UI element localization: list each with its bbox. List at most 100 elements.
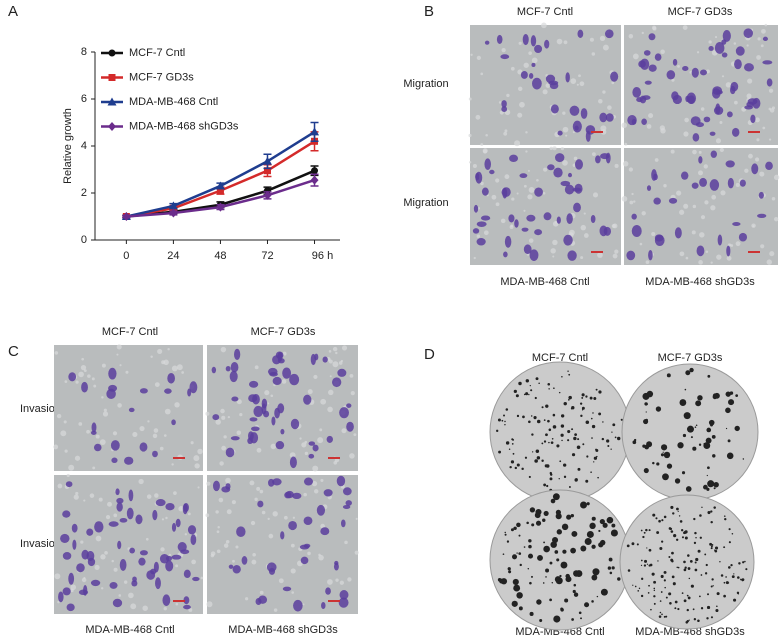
cell [129,547,136,554]
colony [744,560,746,563]
colony [593,456,598,460]
cell [116,497,124,504]
texture [355,517,358,520]
texture [259,489,264,494]
texture [64,380,68,383]
colony [703,484,708,490]
colony [560,607,564,611]
texture [157,348,163,355]
colony [608,557,613,562]
texture [335,351,338,355]
texture [654,158,659,162]
cell [744,105,754,110]
colony [728,541,731,544]
colony [655,517,658,520]
colony [690,436,693,439]
column-label: MCF-7 Cntl [517,6,573,18]
texture [83,576,86,579]
cell [62,587,71,596]
colony [546,484,549,488]
texture [511,197,515,201]
colony [676,507,679,511]
cell [703,116,711,123]
colony [653,587,656,590]
texture [589,37,594,42]
column-label: MCF-7 GD3s [658,352,723,364]
point [108,74,116,81]
texture [215,510,219,514]
cell [183,596,190,605]
colony [584,602,590,608]
colony [701,506,703,509]
colony [745,568,748,571]
texture [139,425,145,432]
cell [225,447,235,458]
cell [322,356,328,363]
texture [523,184,527,188]
cell [248,394,258,403]
texture [641,31,644,35]
cell [725,160,735,168]
texture [527,169,530,172]
colony [596,595,599,598]
colony [707,593,710,596]
cell [187,388,192,397]
cell [726,111,733,118]
colony [524,456,528,459]
texture [679,209,685,215]
cell [153,561,159,573]
texture [283,515,288,520]
colony [601,437,605,441]
colony [647,592,650,594]
cell [190,534,197,546]
texture [573,156,578,161]
texture [760,244,765,249]
colony [724,518,727,521]
scale-bar [173,600,185,602]
cell [312,444,319,452]
colony [581,409,584,411]
colony [521,467,524,471]
texture [622,161,629,167]
texture [100,587,104,590]
texture [483,230,489,236]
cell [68,572,75,585]
texture [525,150,528,153]
texture [282,351,287,356]
colony [733,573,735,575]
cell [139,550,148,556]
texture [518,41,522,45]
colony [551,582,553,584]
colony [505,441,510,445]
texture [523,209,526,212]
cell [325,587,331,595]
colony [508,448,511,450]
cell [654,234,664,242]
colony [669,527,673,531]
texture [75,491,79,496]
cell [560,180,571,187]
column-label: MCF-7 Cntl [532,352,588,364]
texture [278,578,284,584]
micrograph [470,148,621,265]
texture [503,131,508,136]
texture [205,411,210,416]
texture [612,223,618,229]
texture [329,375,332,378]
texture [292,516,296,519]
texture [514,140,521,147]
colony [666,373,671,378]
colony [607,444,610,447]
colony [710,616,714,619]
cell [553,167,563,178]
cell [595,155,601,164]
cell [631,225,642,237]
cell [762,36,768,41]
colony [572,589,576,594]
colony [695,537,697,539]
colony [707,480,715,488]
texture [475,114,481,120]
cell [529,249,539,261]
texture [556,38,563,45]
colony [684,388,687,391]
